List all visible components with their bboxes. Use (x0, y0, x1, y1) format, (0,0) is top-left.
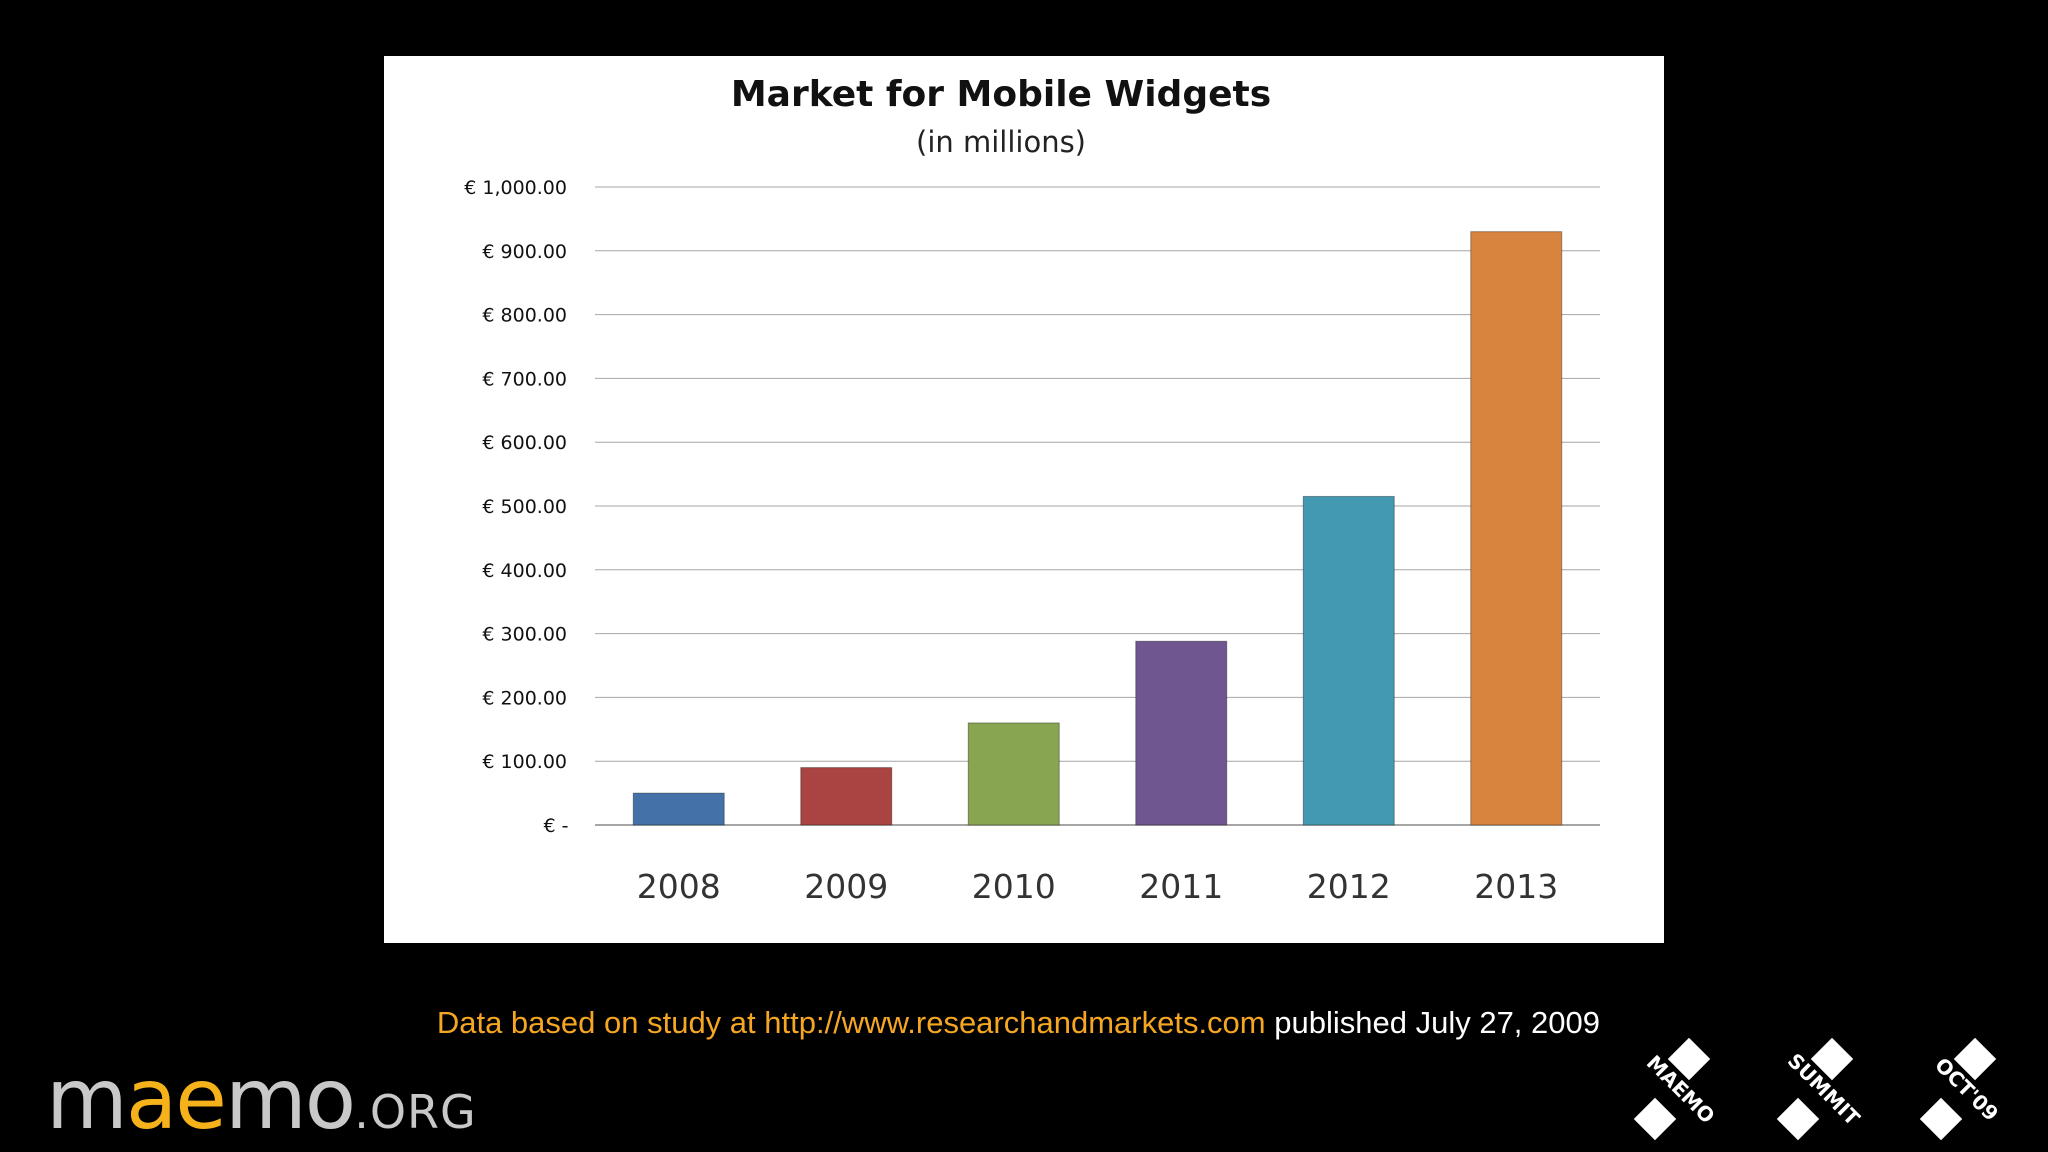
summit-badge-icon: SUMMIT (1776, 1038, 1865, 1141)
chart-panel: Market for Mobile Widgets (in millions) … (384, 56, 1664, 943)
y-tick-label: € 1,000.00 (464, 177, 567, 199)
y-tick-label: € 600.00 (482, 432, 567, 454)
maemo-org-logo: maemo.ORG (46, 1050, 477, 1148)
chart-subtitle: (in millions) (916, 125, 1086, 159)
y-tick-label: € 100.00 (482, 751, 567, 773)
y-tick-label: € 300.00 (482, 624, 567, 646)
maemo-logo-suffix: .ORG (354, 1085, 477, 1139)
bar-2011 (1135, 640, 1228, 826)
source-caption-suffix: published July 27, 2009 (1274, 1005, 1600, 1040)
bar-chart: Market for Mobile Widgets (in millions) … (464, 74, 1600, 906)
bar-2012 (1302, 495, 1395, 826)
oct09-badge-icon: OCT'09 (1919, 1038, 2003, 1141)
bar-2009 (800, 767, 893, 826)
maemo-logo-word: maemo (46, 1050, 356, 1148)
y-tick-label: € - (544, 815, 569, 837)
x-tick-label: 2009 (804, 867, 888, 906)
bar-2010 (967, 722, 1060, 826)
x-tick-label: 2011 (1139, 867, 1223, 906)
y-tick-label: € 200.00 (482, 687, 567, 709)
x-tick-label: 2012 (1307, 867, 1391, 906)
bar-2013 (1470, 231, 1563, 826)
y-tick-label: € 900.00 (482, 241, 567, 263)
x-tick-label: 2010 (972, 867, 1056, 906)
chart-title: Market for Mobile Widgets (731, 74, 1271, 115)
x-tick-label: 2013 (1474, 867, 1558, 906)
maemo-badge-icon: MAEMO (1633, 1038, 1720, 1141)
source-caption-prefix: Data based on study at http://www.resear… (436, 1005, 1266, 1040)
y-tick-label: € 700.00 (482, 368, 567, 390)
x-tick-label: 2008 (637, 867, 721, 906)
y-tick-label: € 500.00 (482, 496, 567, 518)
y-tick-label: € 800.00 (482, 305, 567, 327)
source-caption: Data based on study at http://www.resear… (0, 1005, 1600, 1041)
y-tick-label: € 400.00 (482, 560, 567, 582)
bar-2008 (632, 792, 725, 826)
